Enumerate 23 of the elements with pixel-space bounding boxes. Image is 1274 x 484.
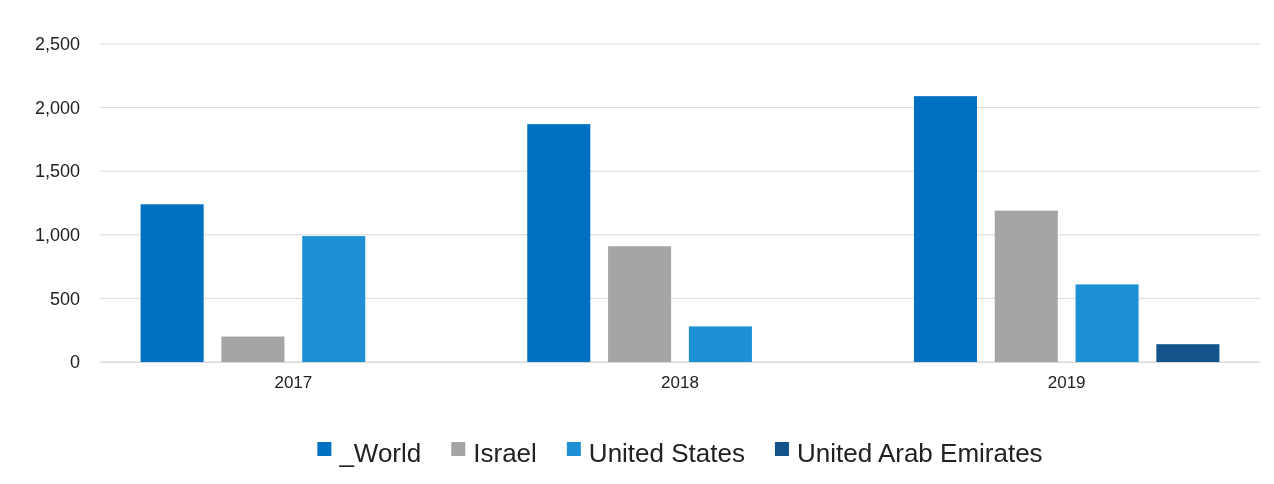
y-tick-label: 0 (69, 352, 80, 373)
bar (608, 246, 672, 362)
legend-label: United Arab Emirates (796, 437, 1043, 468)
y-tick-label: 1,500 (34, 161, 80, 182)
bar (140, 204, 204, 362)
y-tick-label: 500 (49, 288, 80, 309)
bar (994, 210, 1058, 362)
y-tick-label: 2,500 (34, 34, 80, 55)
y-tick-label: 1,000 (34, 225, 80, 246)
bar (688, 326, 752, 362)
legend-label: Israel (473, 437, 537, 468)
legend-label: _World (338, 437, 422, 468)
bar (1156, 344, 1220, 362)
x-tick-label: 2019 (1047, 373, 1086, 393)
x-tick-label: 2018 (661, 373, 699, 393)
bar (527, 124, 591, 362)
x-tick-label: 2017 (274, 373, 313, 393)
bar (302, 236, 366, 362)
y-tick-label: 2,000 (34, 97, 80, 118)
bar (221, 336, 285, 362)
legend-label: United States (588, 437, 745, 468)
bar (1075, 284, 1139, 362)
bar (913, 96, 977, 362)
